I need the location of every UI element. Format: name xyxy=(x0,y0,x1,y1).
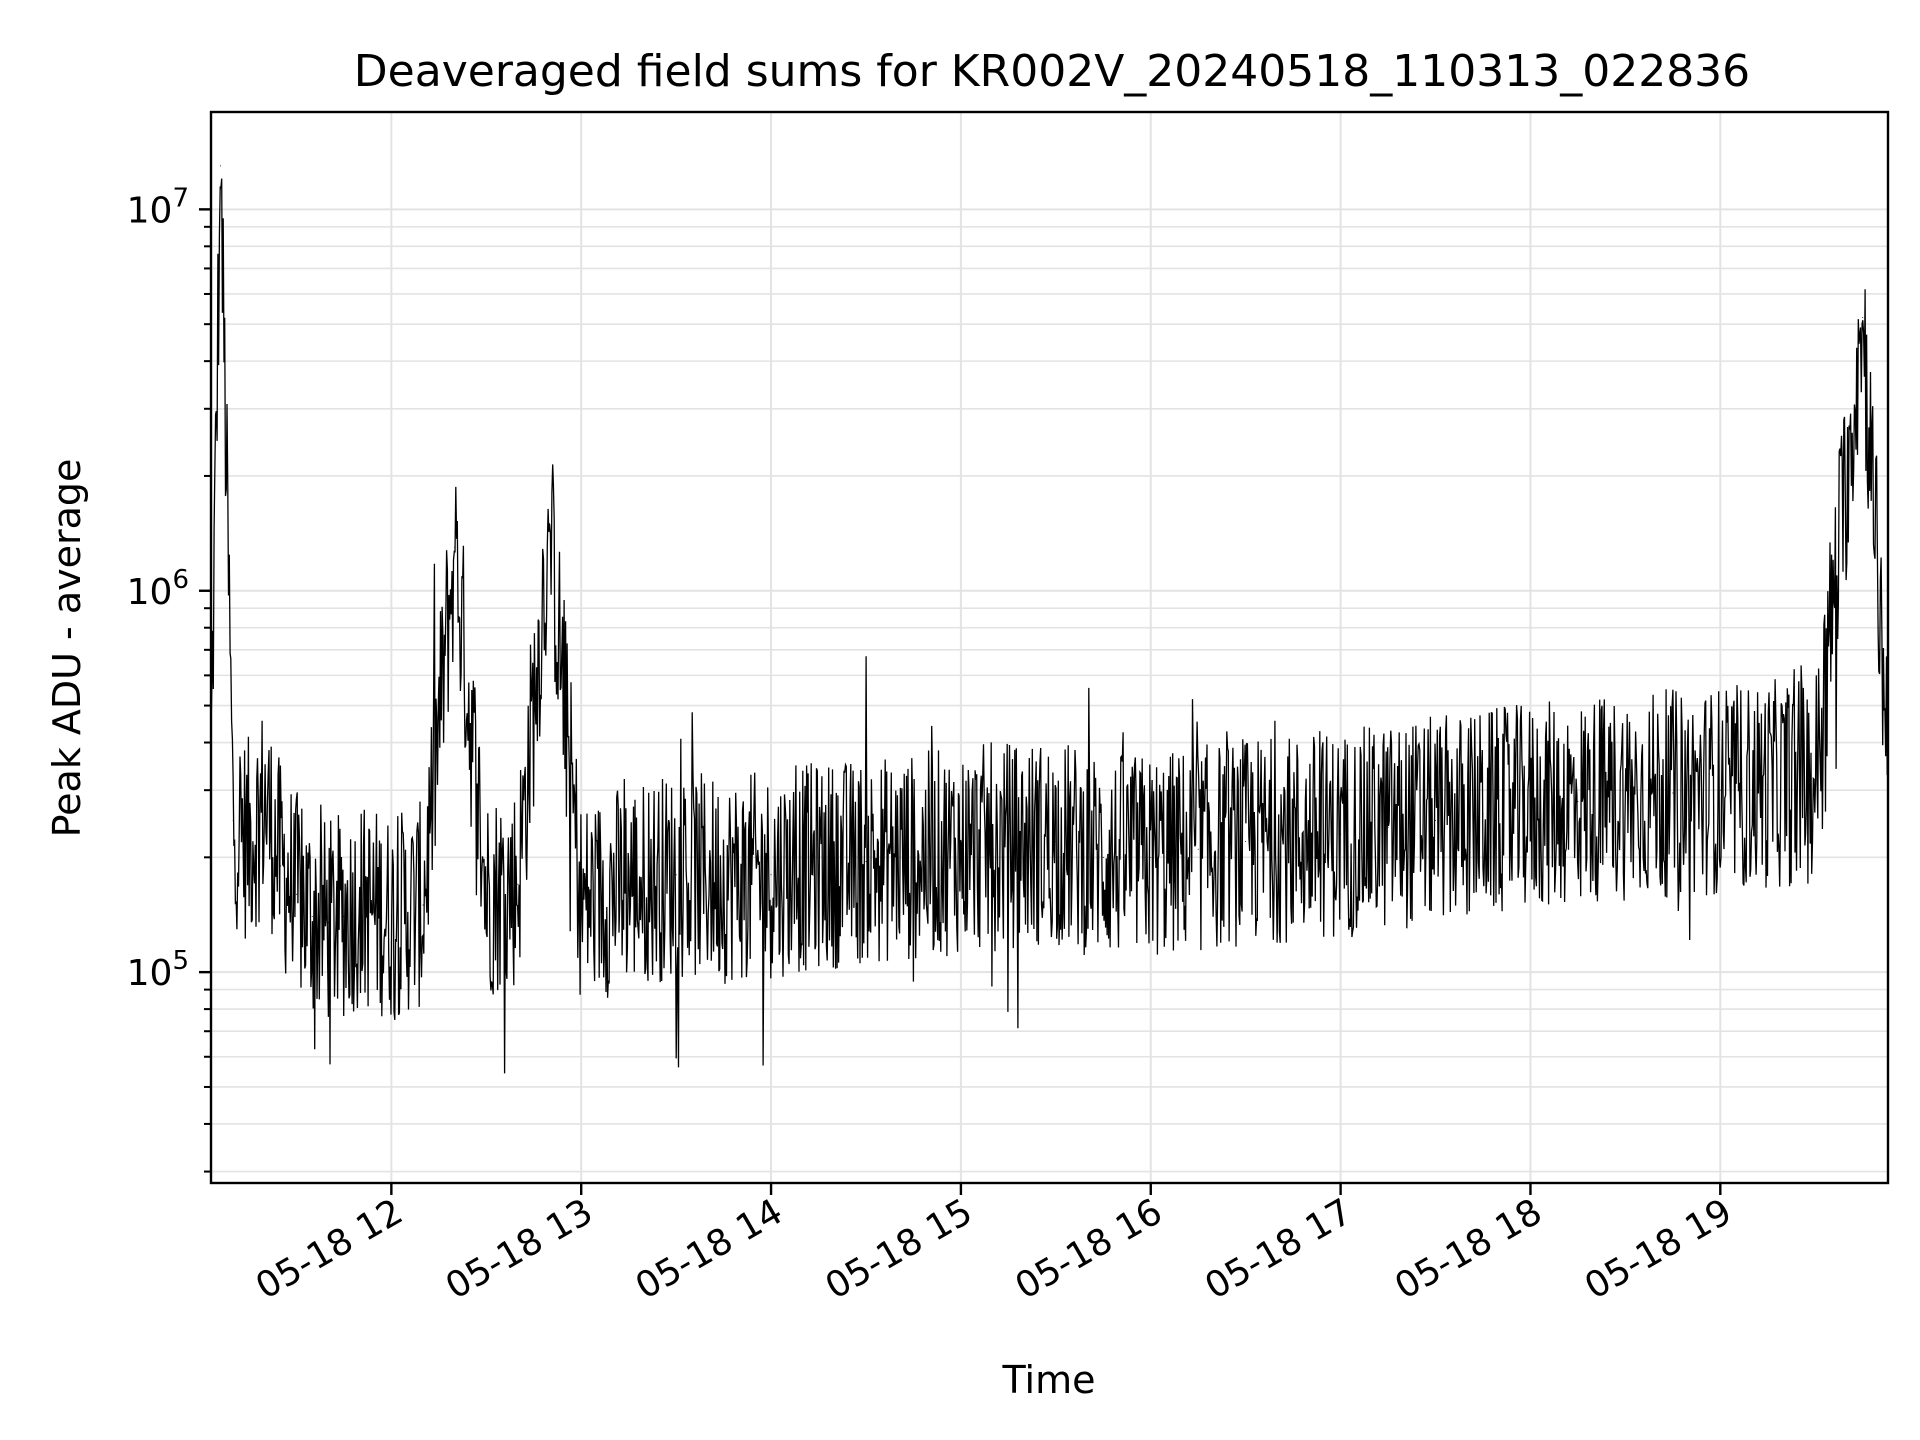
data-point xyxy=(1814,778,1816,780)
chart-title: Deaveraged field sums for KR002V_2024051… xyxy=(354,46,1750,97)
data-point xyxy=(1767,784,1769,786)
data-point xyxy=(1292,837,1294,839)
y-axis-label: Peak ADU - average xyxy=(45,459,89,838)
data-point xyxy=(1245,841,1247,843)
data-point xyxy=(280,865,282,867)
data-point xyxy=(549,523,551,525)
data-point xyxy=(454,546,456,548)
data-point xyxy=(422,904,424,906)
data-point xyxy=(375,910,377,912)
y-tick-label: 105 xyxy=(127,946,189,994)
y-tick-label: 106 xyxy=(127,565,189,613)
data-point xyxy=(485,893,487,895)
y-tick-label: 107 xyxy=(127,183,189,231)
data-point xyxy=(1340,833,1342,835)
data-point xyxy=(248,841,250,843)
data-point xyxy=(960,848,962,850)
data-point xyxy=(580,904,582,906)
data-point xyxy=(1007,844,1009,846)
data-point xyxy=(770,874,772,876)
data-point xyxy=(818,865,820,867)
data-point xyxy=(311,915,313,917)
data-point xyxy=(1102,856,1104,858)
data-point xyxy=(327,921,329,923)
data-point xyxy=(219,165,221,167)
data-point xyxy=(359,904,361,906)
plot-frame xyxy=(209,110,1890,1185)
data-point xyxy=(1197,848,1199,850)
data-point xyxy=(343,915,345,917)
data-point xyxy=(232,819,234,821)
data-point xyxy=(1672,792,1674,794)
data-point xyxy=(628,883,630,885)
data-point xyxy=(1482,813,1484,815)
data-point xyxy=(865,861,867,863)
grid xyxy=(211,112,1888,1183)
data-point xyxy=(1055,841,1057,843)
data-point xyxy=(264,801,266,803)
data-point xyxy=(675,874,677,876)
data-point xyxy=(723,878,725,880)
data-point xyxy=(912,856,914,858)
data-point xyxy=(390,915,392,917)
data-point xyxy=(1529,807,1531,809)
x-axis-label: Time xyxy=(1002,1358,1096,1402)
data-point xyxy=(1719,789,1721,791)
data-point xyxy=(1862,317,1864,319)
data-point xyxy=(1387,826,1389,828)
data-point xyxy=(1577,801,1579,803)
data-point xyxy=(1624,795,1626,797)
series-line xyxy=(210,178,1889,1074)
data-point xyxy=(517,883,519,885)
data-point xyxy=(1150,856,1152,858)
data-point xyxy=(1435,819,1437,821)
data-point xyxy=(295,893,297,895)
